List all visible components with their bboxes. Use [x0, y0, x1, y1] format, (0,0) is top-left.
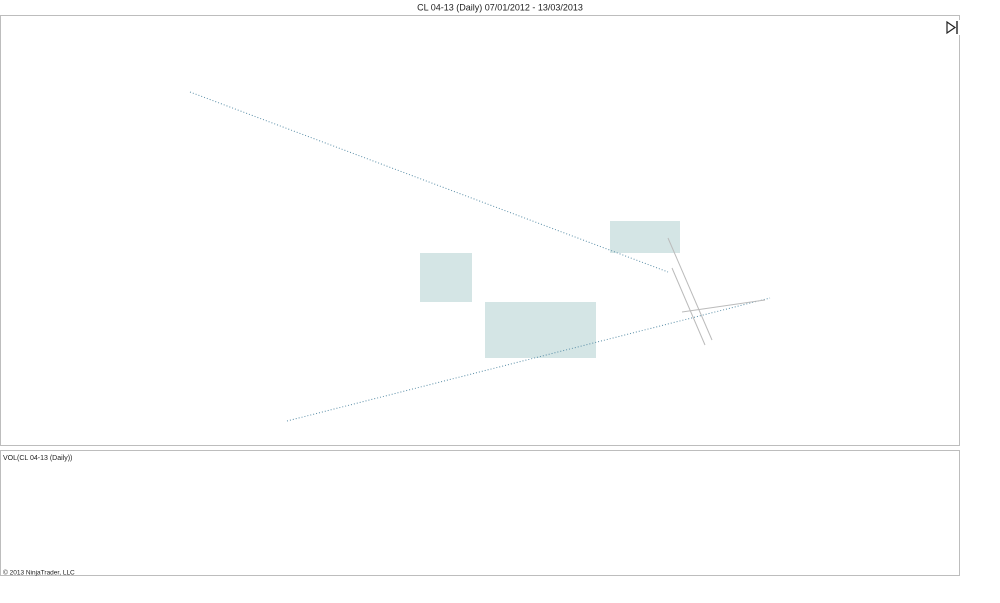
pitchfork-line — [681, 299, 766, 313]
overlay: CL 04-13 (Daily) 07/01/2012 - 13/03/2013… — [0, 2, 960, 577]
chart-title: CL 04-13 (Daily) 07/01/2012 - 13/03/2013 — [417, 2, 583, 12]
pitchfork-line — [667, 237, 713, 341]
pitchfork-line — [671, 267, 706, 346]
copyright: © 2013 NinjaTrader, LLC — [3, 569, 75, 577]
shaded-box — [485, 302, 596, 358]
shaded-box — [610, 221, 680, 253]
shaded-box — [420, 253, 472, 302]
volume-panel-border — [0, 450, 960, 576]
scroll-end-button[interactable] — [944, 20, 960, 35]
panel-title: VOL(CL 04-13 (Daily)) — [3, 455, 72, 462]
price-panel-border — [0, 15, 960, 446]
trend-line — [189, 91, 669, 273]
trend-line — [286, 297, 771, 422]
button-icon — [946, 20, 957, 35]
button-bg[interactable] — [944, 20, 960, 35]
drawing-objects — [420, 221, 680, 358]
